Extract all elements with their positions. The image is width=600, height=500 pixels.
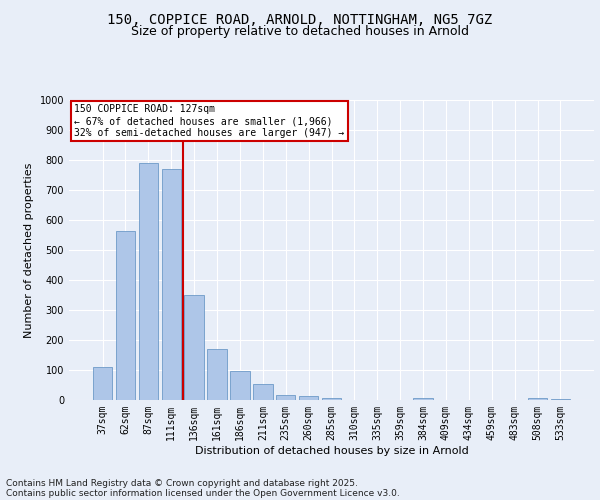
Bar <box>253 384 272 400</box>
Bar <box>230 371 250 400</box>
Bar <box>93 367 112 400</box>
Bar <box>161 169 181 400</box>
Bar <box>551 398 570 400</box>
Bar <box>184 295 204 400</box>
Bar <box>322 398 341 400</box>
Bar <box>276 395 295 400</box>
Text: Contains public sector information licensed under the Open Government Licence v3: Contains public sector information licen… <box>6 488 400 498</box>
Bar <box>139 163 158 400</box>
Bar <box>208 349 227 400</box>
Bar <box>528 398 547 400</box>
Bar <box>299 396 319 400</box>
X-axis label: Distribution of detached houses by size in Arnold: Distribution of detached houses by size … <box>194 446 469 456</box>
Text: Contains HM Land Registry data © Crown copyright and database right 2025.: Contains HM Land Registry data © Crown c… <box>6 478 358 488</box>
Text: Size of property relative to detached houses in Arnold: Size of property relative to detached ho… <box>131 25 469 38</box>
Bar <box>413 398 433 400</box>
Bar <box>116 230 135 400</box>
Text: 150 COPPICE ROAD: 127sqm
← 67% of detached houses are smaller (1,966)
32% of sem: 150 COPPICE ROAD: 127sqm ← 67% of detach… <box>74 104 344 138</box>
Y-axis label: Number of detached properties: Number of detached properties <box>24 162 34 338</box>
Text: 150, COPPICE ROAD, ARNOLD, NOTTINGHAM, NG5 7GZ: 150, COPPICE ROAD, ARNOLD, NOTTINGHAM, N… <box>107 12 493 26</box>
